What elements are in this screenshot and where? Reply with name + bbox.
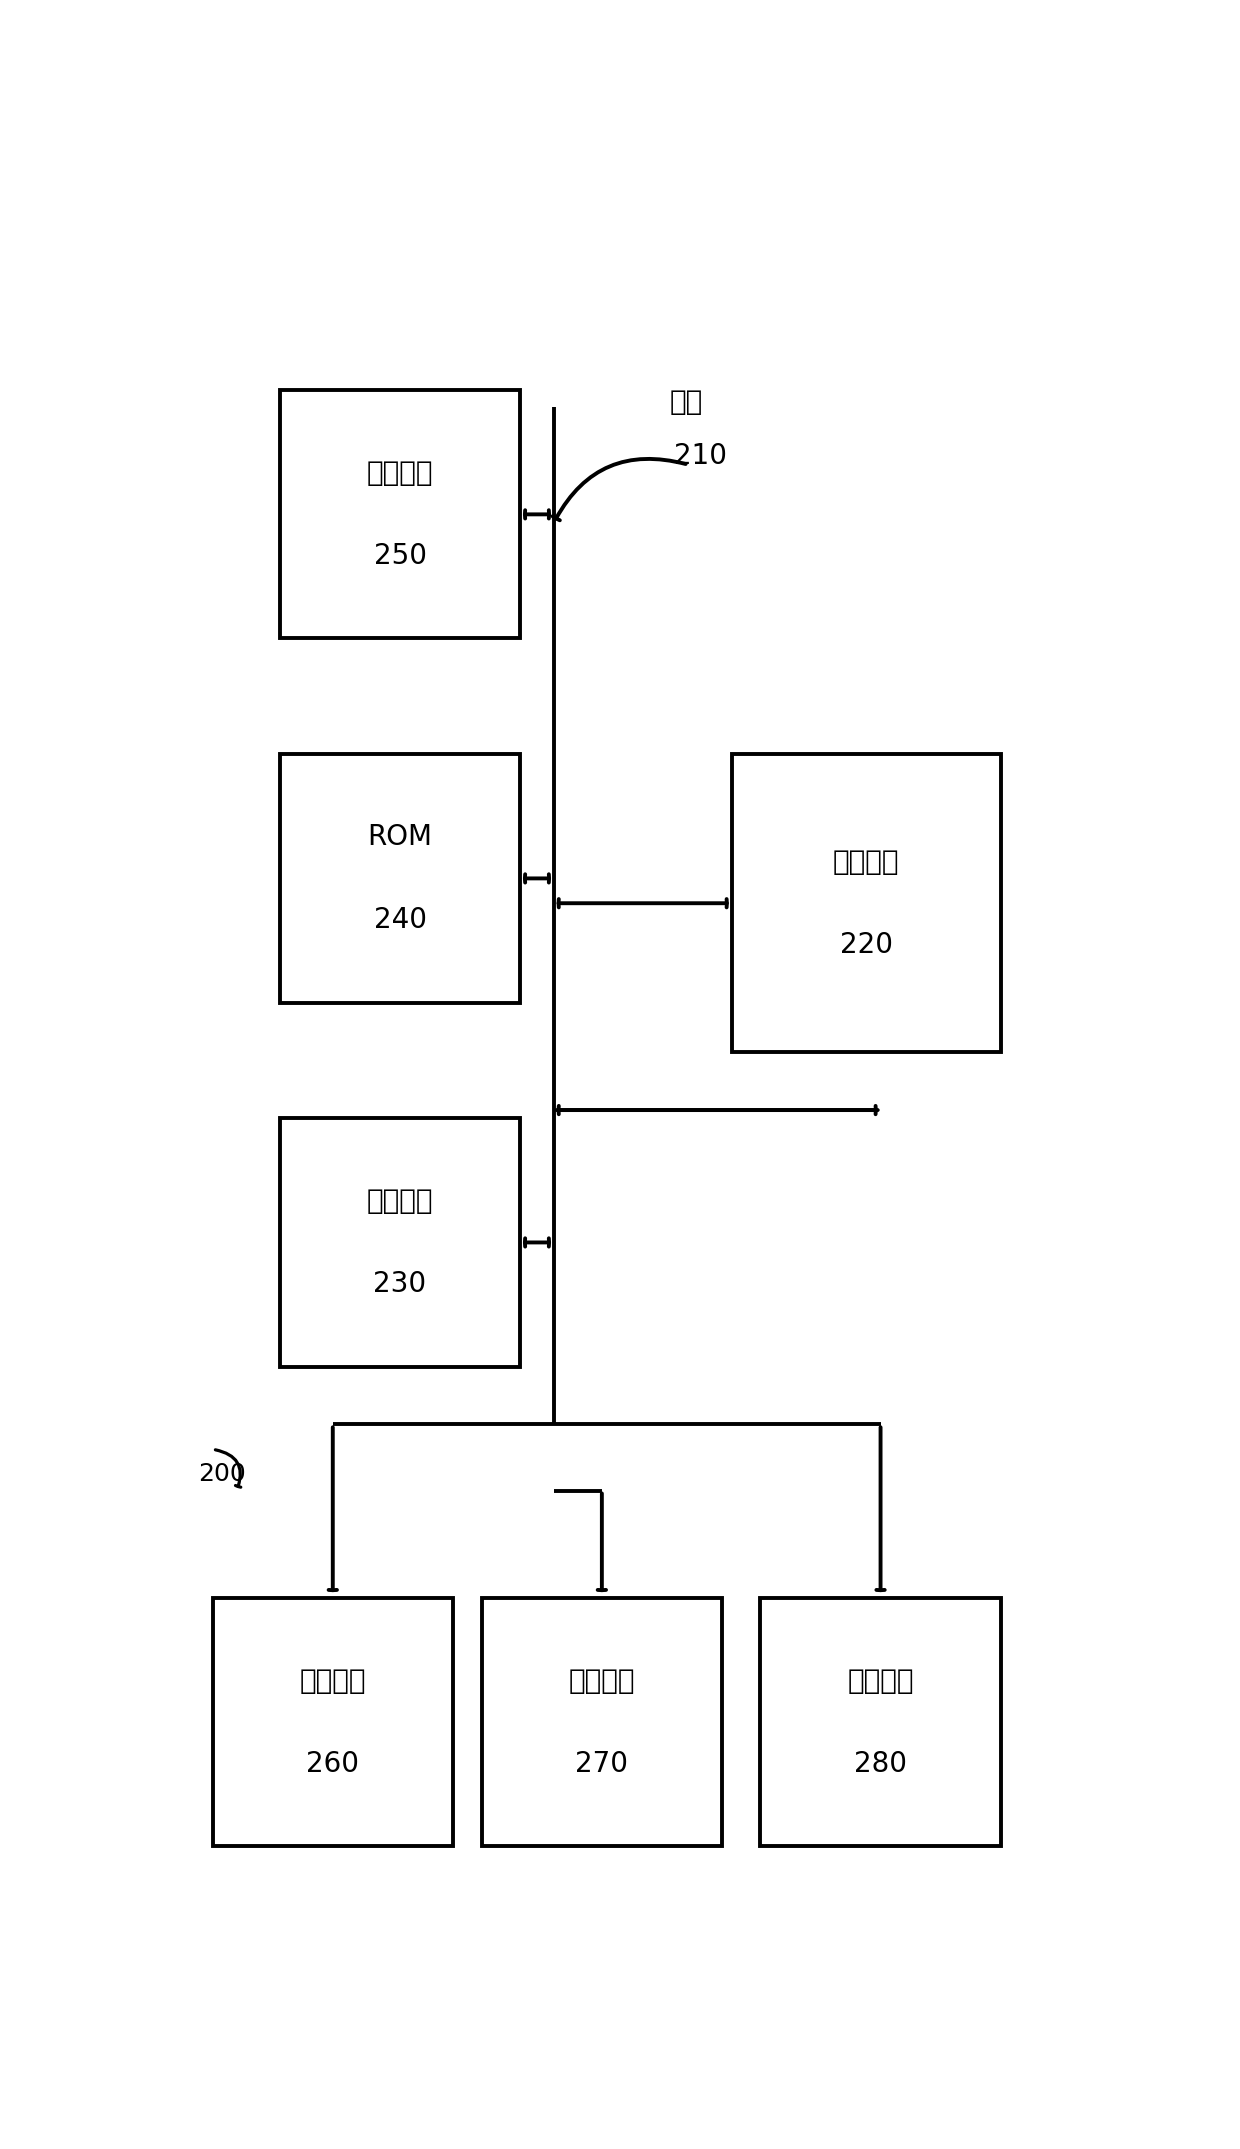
Bar: [732, 754, 1001, 1053]
Text: 270: 270: [575, 1749, 629, 1777]
Text: 总线: 总线: [670, 387, 702, 417]
Text: 处理单元: 处理单元: [833, 849, 899, 877]
Bar: [280, 391, 521, 638]
Text: 280: 280: [854, 1749, 906, 1777]
Text: 220: 220: [839, 931, 893, 958]
Text: ROM: ROM: [367, 823, 433, 851]
Text: 存储设备: 存储设备: [367, 460, 433, 488]
Text: 240: 240: [373, 905, 427, 935]
Bar: [213, 1599, 453, 1846]
Text: 通信接口: 通信接口: [847, 1668, 914, 1696]
Text: 输出设备: 输出设备: [569, 1668, 635, 1696]
Text: 260: 260: [306, 1749, 360, 1777]
Bar: [481, 1599, 722, 1846]
Bar: [760, 1599, 1001, 1846]
Text: 250: 250: [373, 542, 427, 569]
Text: 输入设备: 输入设备: [300, 1668, 366, 1696]
Text: 210: 210: [675, 443, 727, 471]
Text: 230: 230: [373, 1270, 427, 1298]
Bar: [280, 754, 521, 1001]
Bar: [280, 1117, 521, 1367]
Text: 200: 200: [198, 1461, 246, 1487]
Text: 主存储器: 主存储器: [367, 1186, 433, 1214]
